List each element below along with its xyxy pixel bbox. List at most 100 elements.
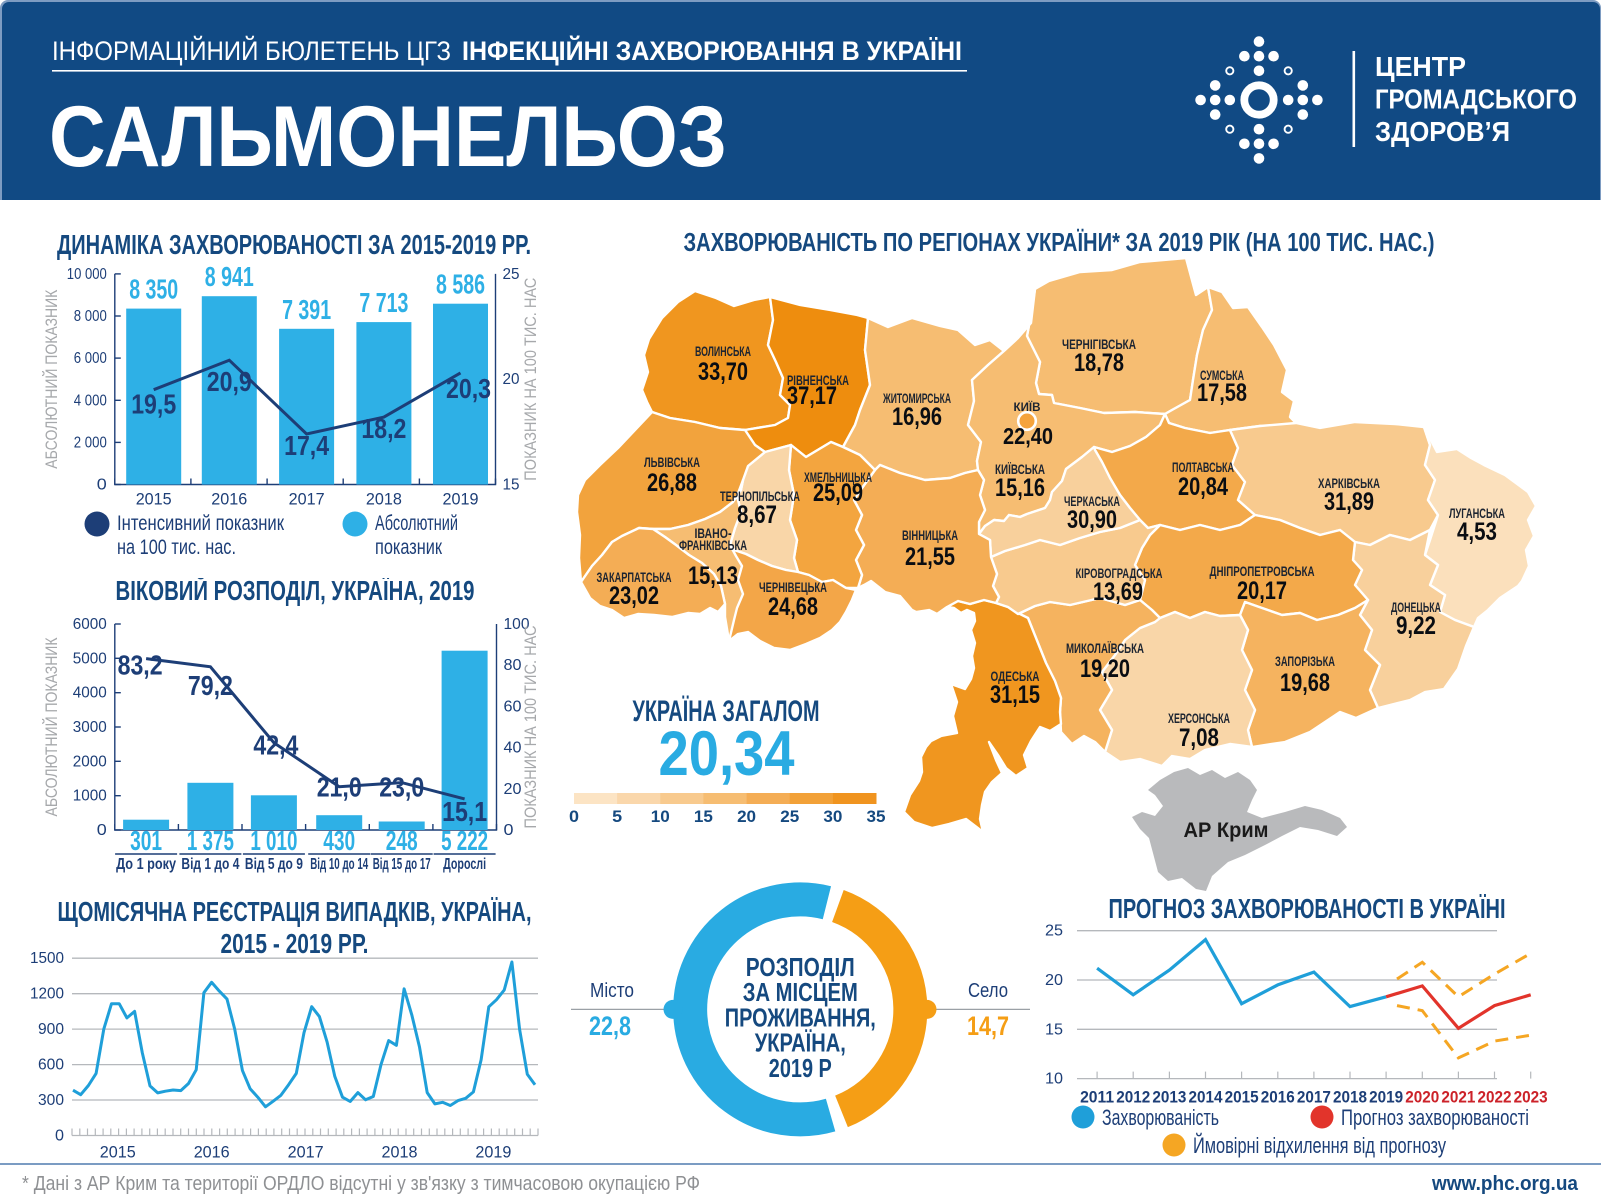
svg-text:Ймовірні відхилення від прогно: Ймовірні відхилення від прогнозу: [1193, 1133, 1446, 1158]
svg-text:40: 40: [504, 740, 522, 757]
svg-text:13,69: 13,69: [1093, 578, 1143, 606]
svg-text:8 586: 8 586: [436, 269, 485, 300]
svg-text:ТЕРНОПІЛЬСЬКА: ТЕРНОПІЛЬСЬКА: [720, 489, 800, 504]
svg-text:ЛУГАНСЬКА: ЛУГАНСЬКА: [1449, 506, 1505, 521]
svg-text:79,2: 79,2: [188, 670, 233, 701]
svg-text:2019: 2019: [443, 490, 479, 509]
svg-text:7,08: 7,08: [1179, 724, 1219, 752]
svg-text:21,0: 21,0: [317, 772, 362, 803]
svg-text:17,4: 17,4: [284, 430, 329, 461]
svg-text:ГРОМАДСЬКОГО: ГРОМАДСЬКОГО: [1375, 84, 1577, 115]
svg-text:0: 0: [504, 822, 514, 839]
svg-text:24,68: 24,68: [768, 593, 818, 621]
svg-text:2016: 2016: [194, 1143, 230, 1162]
svg-text:УКРАЇНА,: УКРАЇНА,: [755, 1028, 846, 1058]
svg-text:ЗА МІСЦЕМ: ЗА МІСЦЕМ: [743, 977, 858, 1007]
svg-text:3000: 3000: [73, 719, 107, 736]
svg-text:19,68: 19,68: [1280, 669, 1330, 697]
svg-text:ІВАНО-: ІВАНО-: [695, 526, 732, 541]
svg-text:ХЕРСОНСЬКА: ХЕРСОНСЬКА: [1168, 711, 1230, 726]
svg-text:5: 5: [612, 807, 622, 826]
svg-text:300: 300: [38, 1092, 64, 1109]
svg-text:5000: 5000: [73, 650, 107, 667]
svg-text:ДОНЕЦЬКА: ДОНЕЦЬКА: [1391, 600, 1441, 615]
svg-text:60: 60: [504, 698, 522, 715]
svg-text:8 000: 8 000: [74, 308, 107, 325]
svg-text:15: 15: [694, 807, 713, 826]
svg-text:25: 25: [780, 807, 799, 826]
svg-text:2000: 2000: [73, 753, 107, 770]
svg-text:20: 20: [503, 371, 520, 388]
svg-text:6 000: 6 000: [74, 350, 107, 367]
svg-text:10: 10: [1045, 1071, 1063, 1088]
svg-text:37,17: 37,17: [787, 382, 837, 410]
svg-text:1 375: 1 375: [187, 825, 234, 856]
svg-text:МИКОЛАЇВСЬКА: МИКОЛАЇВСЬКА: [1066, 641, 1144, 656]
svg-text:2017: 2017: [1297, 1088, 1331, 1107]
svg-text:2015: 2015: [100, 1143, 136, 1162]
svg-text:600: 600: [38, 1057, 64, 1074]
svg-text:1000: 1000: [73, 788, 107, 805]
svg-text:Захворюваність: Захворюваність: [1102, 1105, 1219, 1130]
svg-text:ЧЕРНІГІВСЬКА: ЧЕРНІГІВСЬКА: [1062, 337, 1136, 352]
svg-text:2015: 2015: [136, 490, 172, 509]
svg-text:РОЗПОДІЛ: РОЗПОДІЛ: [746, 952, 855, 982]
svg-text:2018: 2018: [1333, 1088, 1367, 1107]
svg-text:2022: 2022: [1478, 1088, 1512, 1107]
svg-text:2018: 2018: [382, 1143, 418, 1162]
svg-text:ЧЕРНІВЕЦЬКА: ЧЕРНІВЕЦЬКА: [759, 580, 827, 595]
svg-text:1500: 1500: [30, 950, 64, 967]
svg-text:Прогноз захворюваності: Прогноз захворюваності: [1341, 1105, 1529, 1130]
svg-text:ПОКАЗНИК НА 100 ТИС. НАС: ПОКАЗНИК НА 100 ТИС. НАС: [521, 626, 540, 829]
svg-text:35: 35: [867, 807, 886, 826]
svg-text:100: 100: [504, 616, 530, 633]
svg-text:26,88: 26,88: [647, 469, 697, 497]
svg-text:ПОЛТАВСЬКА: ПОЛТАВСЬКА: [1172, 460, 1234, 475]
svg-text:ЗАКАРПАТСЬКА: ЗАКАРПАТСЬКА: [597, 570, 672, 585]
svg-text:2016: 2016: [1261, 1088, 1295, 1107]
svg-text:1 010: 1 010: [250, 825, 297, 856]
svg-text:4,53: 4,53: [1457, 518, 1497, 546]
svg-text:КИЇВ: КИЇВ: [1014, 399, 1041, 414]
svg-text:2019: 2019: [475, 1143, 511, 1162]
svg-text:ЦЕНТР: ЦЕНТР: [1375, 51, 1466, 82]
svg-text:2011: 2011: [1080, 1088, 1114, 1107]
svg-text:31,89: 31,89: [1324, 488, 1374, 516]
svg-text:20,9: 20,9: [207, 366, 252, 397]
svg-text:www.phc.org.ua: www.phc.org.ua: [1431, 1173, 1579, 1195]
svg-text:18,2: 18,2: [361, 413, 406, 444]
svg-text:АБСОЛЮТНИЙ ПОКАЗНИК: АБСОЛЮТНИЙ ПОКАЗНИК: [42, 290, 61, 469]
svg-text:2 000: 2 000: [74, 434, 107, 451]
svg-text:25,09: 25,09: [813, 479, 863, 507]
svg-text:20: 20: [504, 781, 522, 798]
svg-text:СУМСЬКА: СУМСЬКА: [1200, 368, 1244, 383]
svg-text:САЛЬМОНЕЛЬОЗ: САЛЬМОНЕЛЬОЗ: [49, 89, 727, 185]
svg-text:ПОКАЗНИК НА 100 ТИС. НАС: ПОКАЗНИК НА 100 ТИС. НАС: [521, 278, 540, 481]
svg-text:20,17: 20,17: [1237, 577, 1287, 605]
svg-text:2016: 2016: [211, 490, 247, 509]
svg-text:ПРОГНОЗ ЗАХВОРЮВАНОСТІ В УКРАЇ: ПРОГНОЗ ЗАХВОРЮВАНОСТІ В УКРАЇНІ: [1109, 893, 1506, 924]
svg-text:Від 15 до 17: Від 15 до 17: [373, 856, 431, 873]
svg-text:4 000: 4 000: [74, 392, 107, 409]
svg-text:20,3: 20,3: [446, 373, 491, 404]
svg-text:6000: 6000: [73, 616, 107, 633]
svg-text:20,84: 20,84: [1178, 473, 1228, 501]
svg-text:7 713: 7 713: [359, 287, 408, 318]
svg-text:15,16: 15,16: [995, 474, 1045, 502]
svg-text:ЗДОРОВ’Я: ЗДОРОВ’Я: [1375, 116, 1510, 147]
svg-text:25: 25: [503, 266, 520, 283]
svg-text:301: 301: [130, 825, 162, 856]
svg-text:2012: 2012: [1116, 1088, 1150, 1107]
svg-text:23,0: 23,0: [379, 772, 424, 803]
svg-text:Місто: Місто: [590, 980, 634, 1002]
svg-text:УКРАЇНА ЗАГАЛОМ: УКРАЇНА ЗАГАЛОМ: [633, 695, 820, 728]
svg-text:2013: 2013: [1152, 1088, 1186, 1107]
svg-text:ВІКОВИЙ РОЗПОДІЛ, УКРАЇНА, 201: ВІКОВИЙ РОЗПОДІЛ, УКРАЇНА, 2019: [116, 578, 475, 606]
svg-text:5 222: 5 222: [441, 825, 488, 856]
svg-text:* Дані з АР Крим та території: * Дані з АР Крим та території ОРДЛО відс…: [22, 1173, 700, 1195]
svg-text:АР Крим: АР Крим: [1184, 819, 1269, 842]
svg-text:20,34: 20,34: [659, 719, 795, 789]
svg-text:2019: 2019: [1369, 1088, 1403, 1107]
svg-text:14,7: 14,7: [967, 1011, 1009, 1041]
svg-text:248: 248: [386, 825, 418, 856]
